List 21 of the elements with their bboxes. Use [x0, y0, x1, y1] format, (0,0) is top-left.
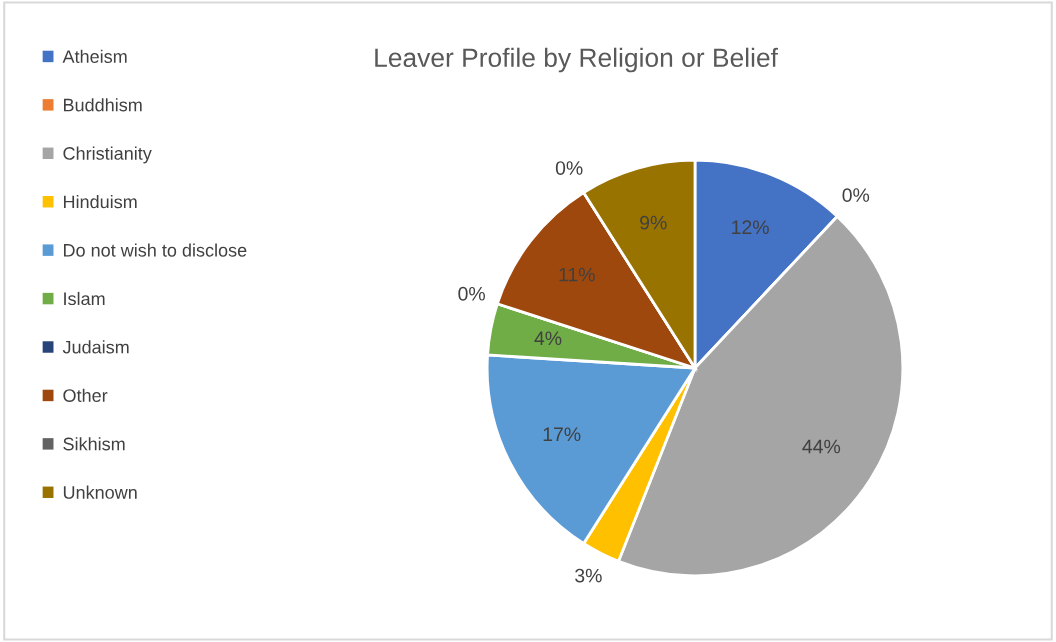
legend-label: Islam: [64, 291, 105, 306]
legend-label: Do not wish to disclose: [63, 243, 247, 257]
legend-label: Unknown: [63, 485, 137, 499]
legend-label: Sikhism: [63, 437, 125, 451]
text: 0%: [458, 286, 485, 301]
legend-label: Christianity: [63, 146, 152, 164]
legend-label: Buddhism: [63, 98, 142, 112]
data-label: 9%: [640, 215, 667, 230]
legend-label: Other: [63, 388, 108, 402]
data-label: 44%: [802, 439, 841, 454]
text: 0%: [555, 161, 583, 175]
legend-label: Hinduism: [63, 195, 137, 209]
legend-label: Judaism: [62, 340, 129, 354]
data-label: 3%: [575, 568, 602, 583]
data-label: 11%: [559, 267, 595, 282]
text: 0%: [842, 188, 870, 203]
data-label: 17%: [543, 427, 581, 442]
chart-title: Leaver Profile by Religion or Belief: [375, 47, 778, 73]
data-label: 12%: [732, 220, 769, 235]
data-label: 4%: [534, 331, 562, 346]
legend-label: Atheism: [62, 49, 127, 63]
